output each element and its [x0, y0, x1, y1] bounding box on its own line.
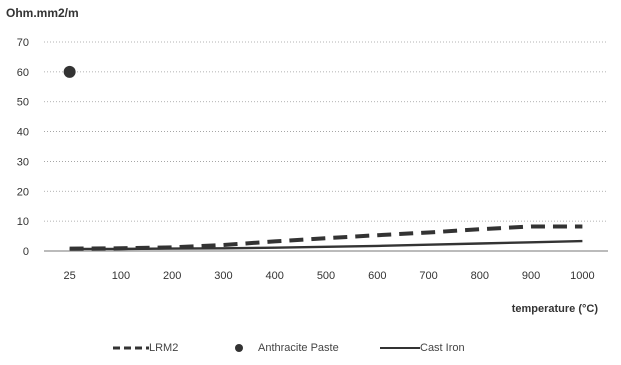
anthracite-paste-point — [63, 65, 76, 78]
y-tick-label: 50 — [17, 97, 29, 109]
x-tick-labels: 25 100 200 300 400 500 600 700 800 900 1000 — [64, 270, 595, 282]
y-axis-label: Ohm.mm2/m — [6, 6, 79, 20]
legend-label-anthracite-paste: Anthracite Paste — [258, 342, 339, 354]
y-tick-label: 0 — [23, 246, 29, 258]
x-tick-label: 100 — [112, 270, 130, 282]
y-tick-label: 70 — [17, 37, 29, 49]
x-tick-label: 700 — [419, 270, 437, 282]
dashed-line-icon — [113, 346, 149, 350]
x-tick-label: 200 — [163, 270, 181, 282]
gridlines — [44, 41, 608, 222]
solid-line-icon — [380, 347, 420, 350]
y-tick-labels: 0 10 20 30 40 50 60 70 — [17, 37, 29, 258]
legend-label-lrm2: LRM2 — [149, 342, 179, 354]
x-tick-label: 600 — [368, 270, 386, 282]
legend-label-cast-iron: Cast Iron — [420, 342, 465, 354]
dot-marker-icon — [235, 344, 243, 353]
y-tick-label: 60 — [17, 67, 29, 79]
x-tick-label: 500 — [317, 270, 335, 282]
legend-item-anthracite-paste: Anthracite Paste — [234, 342, 339, 354]
y-tick-label: 40 — [17, 127, 29, 139]
x-tick-label: 300 — [214, 270, 232, 282]
series-group — [63, 65, 583, 251]
x-tick-label: 1000 — [570, 270, 594, 282]
legend-item-cast-iron: Cast Iron — [380, 342, 465, 354]
y-tick-label: 30 — [17, 156, 29, 168]
x-tick-label: 25 — [64, 270, 76, 282]
legend-item-lrm2: LRM2 — [113, 342, 178, 354]
x-axis-label: temperature (°C) — [512, 303, 599, 315]
lrm2-line — [69, 224, 583, 251]
x-tick-label: 800 — [471, 270, 489, 282]
cast-iron-line — [69, 239, 583, 251]
x-tick-label: 400 — [266, 270, 284, 282]
x-tick-label: 900 — [522, 270, 540, 282]
y-tick-label: 20 — [17, 186, 29, 198]
y-tick-label: 10 — [17, 216, 29, 228]
